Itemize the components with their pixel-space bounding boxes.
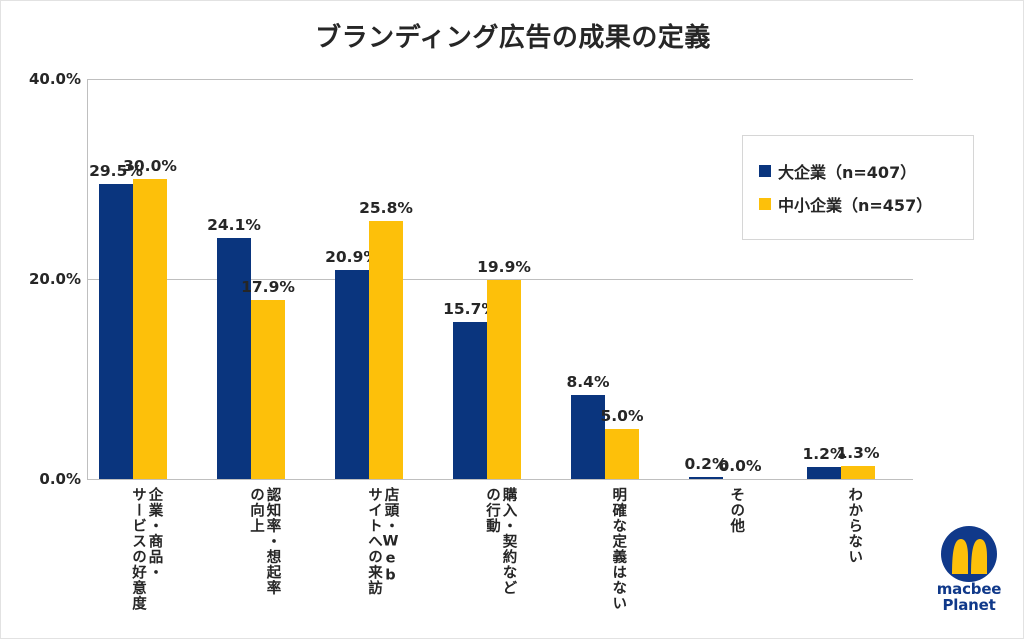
x-axis-label-column: 企業・商品・	[146, 487, 163, 580]
y-axis-tick-label: 20.0%	[28, 270, 81, 288]
x-axis-category-label: 認知率・想起率 の向上	[205, 487, 323, 637]
x-axis-category-label: わからない	[795, 487, 913, 637]
legend-item[interactable]: 大企業（n=407）	[759, 159, 957, 183]
bar-value-label: 0.2%	[684, 455, 728, 473]
x-axis-label-column: 明確な定義はない	[610, 487, 627, 611]
y-axis-tick-labels: 0.0% 20.0% 40.0%	[1, 1, 81, 638]
bar-group: 29.5% 30.0%	[87, 79, 205, 479]
bar-group: 8.4% 5.0%	[559, 79, 677, 479]
bar[interactable]	[369, 221, 403, 479]
x-axis-category-label: その他	[677, 487, 795, 637]
gridline	[87, 479, 913, 480]
bar-value-label: 5.0%	[600, 407, 644, 425]
bar[interactable]	[487, 280, 521, 479]
y-axis-tick-label: 40.0%	[28, 70, 81, 88]
x-axis-label-column: の行動	[484, 487, 500, 534]
legend: 大企業（n=407） 中小企業（n=457）	[742, 135, 974, 240]
bar-group: 24.1% 17.9%	[205, 79, 323, 479]
x-axis-category-label: 明確な定義はない	[559, 487, 677, 637]
x-axis-label-column: サービスの好意度	[130, 487, 146, 611]
page-title: ブランディング広告の成果の定義	[315, 23, 711, 53]
macbee-planet-logo-icon	[941, 526, 997, 582]
bar-value-label: 15.7%	[443, 300, 497, 318]
bar[interactable]	[251, 300, 285, 479]
bar-value-label: 19.9%	[477, 258, 531, 276]
bar[interactable]	[571, 395, 605, 479]
bar-value-label: 17.9%	[241, 278, 295, 296]
legend-item[interactable]: 中小企業（n=457）	[759, 192, 957, 216]
x-axis-label-column: わからない	[846, 487, 863, 565]
bar-group: 1.2% 1.3%	[795, 79, 913, 479]
bar[interactable]	[453, 322, 487, 479]
bar[interactable]	[689, 477, 723, 479]
x-axis-label-column: 購入・契約など	[500, 487, 517, 596]
bar-value-label: 1.3%	[836, 444, 880, 462]
x-axis-label-column: サイトへの来訪	[366, 487, 382, 596]
y-axis-tick-label: 0.0%	[39, 470, 81, 488]
x-axis-label-column: の向上	[248, 487, 264, 534]
bar-value-label: 0.0%	[718, 457, 762, 475]
legend-item-label: 大企業（n=407）	[778, 163, 917, 182]
bar[interactable]	[217, 238, 251, 479]
bar[interactable]	[99, 184, 133, 479]
x-axis-label-column: 認知率・想起率	[264, 487, 281, 596]
x-axis-label-column: その他	[728, 487, 745, 534]
bar[interactable]	[133, 179, 167, 479]
bar[interactable]	[841, 466, 875, 479]
legend-swatch-icon	[759, 165, 771, 177]
bar[interactable]	[605, 429, 639, 479]
bar[interactable]	[807, 467, 841, 479]
x-axis-label-column: 店頭・Web	[382, 487, 399, 585]
bar-group: 0.2% 0.0%	[677, 79, 795, 479]
x-axis-category-label: 企業・商品・ サービスの好意度	[87, 487, 205, 637]
bar-value-label: 8.4%	[566, 373, 610, 391]
bar[interactable]	[335, 270, 369, 479]
legend-item-label: 中小企業（n=457）	[778, 196, 933, 215]
gridline	[87, 79, 913, 80]
bar-value-label: 24.1%	[207, 216, 261, 234]
gridline	[87, 279, 913, 280]
bar-group: 15.7% 19.9%	[441, 79, 559, 479]
bar-value-label: 1.2%	[802, 445, 846, 463]
bar-group: 20.9% 25.8%	[323, 79, 441, 479]
x-axis-category-label: 店頭・Web サイトへの来訪	[323, 487, 441, 637]
bar-value-label: 20.9%	[325, 248, 379, 266]
logo-text-line2: Planet	[942, 595, 996, 614]
bar-value-label: 25.8%	[359, 199, 413, 217]
legend-swatch-icon	[759, 198, 771, 210]
x-axis-category-label: 購入・契約など の行動	[441, 487, 559, 637]
brand-logo: macbee Planet	[921, 526, 1017, 614]
plot-area: 29.5% 30.0% 24.1% 17.9% 20.9% 25.8% 15.7% 19.9%…	[87, 79, 913, 480]
bar-value-label: 30.0%	[123, 157, 177, 175]
bar-value-label: 29.5%	[89, 162, 143, 180]
logo-text-line1: macbee	[936, 580, 1002, 598]
